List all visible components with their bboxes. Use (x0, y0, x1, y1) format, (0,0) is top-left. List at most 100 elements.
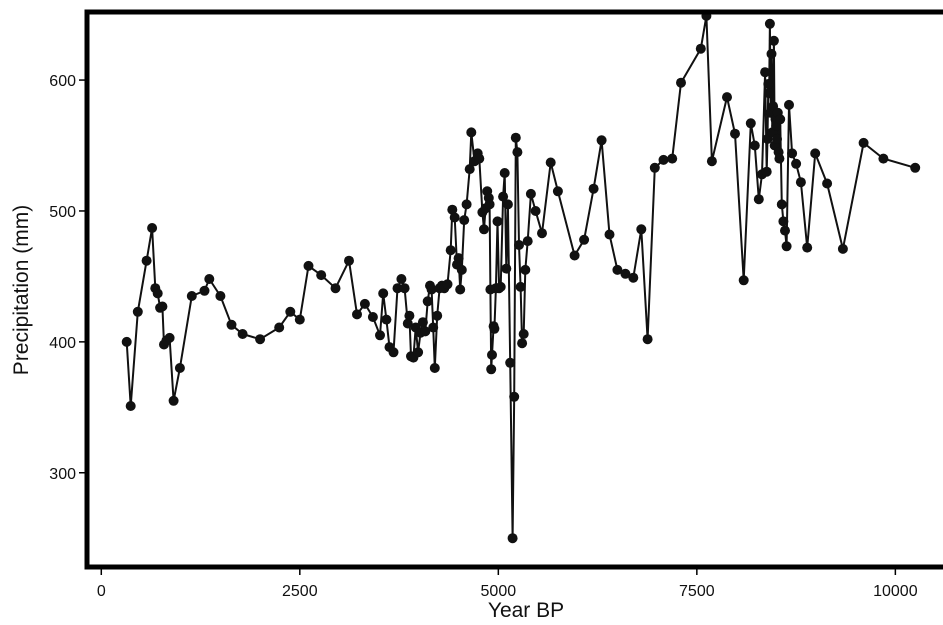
data-point (375, 330, 385, 341)
data-point (695, 43, 706, 54)
data-point (791, 158, 802, 169)
data-point (780, 225, 790, 236)
data-point (761, 166, 772, 177)
data-point (456, 264, 467, 275)
data-point (426, 284, 437, 295)
data-point (420, 326, 431, 337)
data-point (125, 401, 136, 411)
data-point (774, 153, 785, 164)
data-point (628, 272, 639, 283)
data-point (764, 88, 775, 99)
data-point (464, 164, 475, 175)
data-point (802, 242, 813, 253)
data-point (428, 322, 439, 333)
data-point (498, 191, 509, 202)
data-point (753, 194, 764, 205)
data-point (730, 128, 740, 139)
data-point (768, 35, 779, 46)
data-point (766, 48, 777, 59)
data-point (445, 245, 456, 256)
data-point (459, 215, 470, 226)
data-point (164, 332, 175, 343)
data-point (749, 140, 760, 151)
data-point (141, 255, 152, 266)
data-point (776, 199, 787, 210)
data-point (132, 306, 143, 317)
data-point (518, 329, 529, 339)
data-point (552, 186, 563, 197)
data-point (147, 223, 158, 233)
data-point (604, 229, 615, 240)
data-point (620, 268, 631, 279)
plot-frame (84, 9, 943, 570)
data-point (174, 363, 185, 373)
data-point (367, 312, 378, 322)
data-point (399, 283, 410, 294)
data-point (822, 178, 833, 189)
data-point (810, 148, 821, 159)
data-point (502, 199, 513, 210)
data-point (517, 338, 528, 349)
data-point (237, 329, 248, 339)
x-tick-label: 2500 (282, 583, 318, 600)
data-point (499, 168, 510, 178)
data-point (352, 309, 362, 320)
x-tick-label: 0 (97, 583, 106, 600)
data-point (381, 314, 392, 325)
data-point (778, 216, 789, 227)
data-point (121, 336, 132, 347)
data-point (495, 281, 506, 292)
data-point (413, 347, 424, 358)
data-point (486, 364, 497, 375)
data-point (878, 153, 889, 164)
data-point (461, 199, 472, 210)
data-point (649, 162, 660, 173)
data-point (359, 298, 370, 309)
data-point (422, 296, 433, 307)
data-point (772, 134, 782, 144)
data-point (466, 127, 477, 138)
data-point (274, 322, 285, 333)
x-tick-label: 5000 (481, 583, 517, 600)
data-point (186, 291, 197, 301)
data-point (837, 243, 848, 254)
data-point (676, 77, 686, 88)
data-point (512, 147, 523, 158)
data-point (402, 318, 413, 329)
data-point (642, 334, 653, 345)
data-point (226, 319, 237, 330)
data-point (760, 67, 771, 78)
data-point (545, 157, 556, 168)
data-point (612, 264, 623, 275)
data-point (492, 216, 503, 227)
data-point (316, 270, 327, 281)
data-point (596, 135, 607, 146)
data-point (447, 204, 458, 215)
data-point (636, 224, 647, 235)
data-point (479, 224, 489, 235)
y-tick-label: 300 (49, 466, 76, 483)
data-point (722, 92, 732, 103)
data-point (530, 206, 541, 216)
x-tick-label: 10000 (873, 583, 918, 600)
data-point (432, 310, 443, 321)
data-point (429, 363, 440, 373)
data-point (514, 240, 524, 250)
data-point (285, 306, 296, 317)
data-point (537, 228, 547, 239)
data-point (489, 323, 500, 334)
data-point (520, 264, 531, 275)
x-tick-label: 7500 (679, 583, 715, 600)
data-point (330, 283, 341, 294)
data-point (910, 162, 921, 173)
data-point (738, 275, 749, 286)
data-point (579, 234, 590, 245)
data-series (121, 10, 921, 544)
data-point (215, 291, 226, 301)
data-point (157, 301, 168, 312)
data-point (781, 241, 792, 252)
data-point (453, 253, 464, 264)
data-point (858, 137, 869, 148)
y-axis-title: Precipitation (mm) (10, 205, 33, 375)
